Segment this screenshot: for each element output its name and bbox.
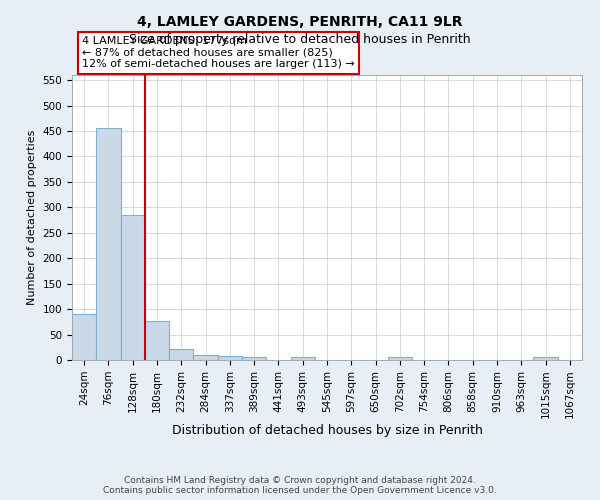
Bar [121, 215, 145, 360]
Bar [388, 358, 412, 360]
Bar [96, 128, 121, 360]
Text: 4, LAMLEY GARDENS, PENRITH, CA11 9LR: 4, LAMLEY GARDENS, PENRITH, CA11 9LR [137, 15, 463, 29]
Bar [169, 349, 193, 360]
Text: 4 LAMLEY GARDENS: 177sqm
← 87% of detached houses are smaller (825)
12% of semi-: 4 LAMLEY GARDENS: 177sqm ← 87% of detach… [82, 36, 355, 70]
Y-axis label: Number of detached properties: Number of detached properties [27, 130, 37, 305]
Text: Contains HM Land Registry data © Crown copyright and database right 2024.
Contai: Contains HM Land Registry data © Crown c… [103, 476, 497, 495]
Bar [290, 358, 315, 360]
Bar [242, 358, 266, 360]
Text: Size of property relative to detached houses in Penrith: Size of property relative to detached ho… [129, 32, 471, 46]
Bar [193, 355, 218, 360]
Bar [72, 314, 96, 360]
Bar [218, 356, 242, 360]
Bar [145, 321, 169, 360]
X-axis label: Distribution of detached houses by size in Penrith: Distribution of detached houses by size … [172, 424, 482, 437]
Bar [533, 358, 558, 360]
